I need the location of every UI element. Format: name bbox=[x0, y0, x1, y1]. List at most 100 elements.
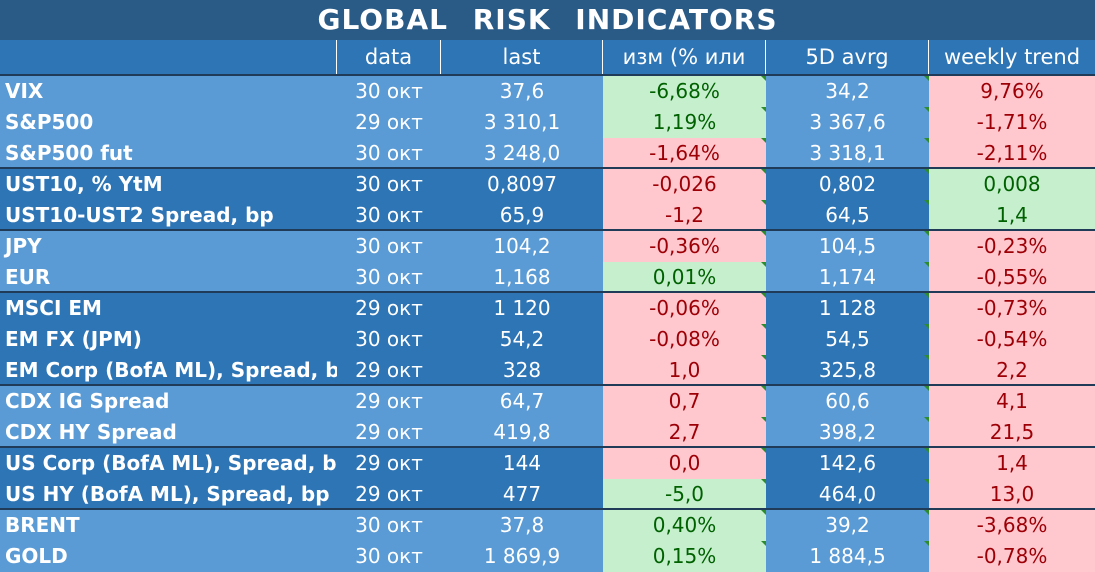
header-5d-avg: 5D avrg bbox=[766, 40, 929, 74]
comment-marker-icon bbox=[761, 448, 766, 453]
cell-5d-avg: 1 884,5 bbox=[766, 541, 929, 572]
cell-date: 29 окт bbox=[337, 355, 441, 386]
cell-date: 29 окт bbox=[337, 417, 441, 448]
table-row: VIX 30 окт 37,6 -6,68% 34,2 9,76% bbox=[0, 76, 1095, 107]
cell-change: 0,15% bbox=[603, 541, 766, 572]
group-separator bbox=[0, 508, 1095, 510]
table-row: EM Corp (BofA ML), Spread, bp 29 окт 328 1,… bbox=[0, 355, 1095, 386]
comment-marker-icon bbox=[761, 510, 766, 515]
table-row: US Corp (BofA ML), Spread, bp 29 окт 144 0,… bbox=[0, 448, 1095, 479]
comment-marker-icon bbox=[761, 231, 766, 236]
cell-weekly-trend: -2,11% bbox=[929, 138, 1095, 169]
comment-marker-icon bbox=[924, 231, 929, 236]
cell-name: UST10, % YtM bbox=[0, 169, 337, 200]
cell-5d-avg: 39,2 bbox=[766, 510, 929, 541]
table-row: GOLD 30 окт 1 869,9 0,15% 1 884,5 -0,78% bbox=[0, 541, 1095, 572]
cell-change: -1,2 bbox=[603, 200, 766, 231]
cell-name: S&P500 fut bbox=[0, 138, 337, 169]
table-row: EUR 30 окт 1,168 0,01% 1,174 -0,55% bbox=[0, 262, 1095, 293]
cell-name: GOLD bbox=[0, 541, 337, 572]
cell-weekly-trend: 13,0 bbox=[929, 479, 1095, 510]
cell-name: BRENT bbox=[0, 510, 337, 541]
cell-change: 0,0 bbox=[603, 448, 766, 479]
cell-last: 104,2 bbox=[441, 231, 603, 262]
cell-date: 29 окт bbox=[337, 293, 441, 324]
comment-marker-icon bbox=[924, 293, 929, 298]
cell-name: US Corp (BofA ML), Spread, bp bbox=[0, 448, 337, 479]
cell-name: MSCI EM bbox=[0, 293, 337, 324]
table-row: UST10-UST2 Spread, bp 30 окт 65,9 -1,2 64,5 1… bbox=[0, 200, 1095, 231]
cell-change: -0,36% bbox=[603, 231, 766, 262]
cell-change: 0,01% bbox=[603, 262, 766, 293]
header-last: last bbox=[441, 40, 603, 74]
group-separator bbox=[0, 291, 1095, 293]
cell-date: 30 окт bbox=[337, 324, 441, 355]
cell-weekly-trend: -0,23% bbox=[929, 231, 1095, 262]
cell-weekly-trend: 9,76% bbox=[929, 76, 1095, 107]
cell-weekly-trend: 21,5 bbox=[929, 417, 1095, 448]
group-separator bbox=[0, 446, 1095, 448]
table-row: CDX HY Spread 29 окт 419,8 2,7 398,2 21,5 bbox=[0, 417, 1095, 448]
cell-name: UST10-UST2 Spread, bp bbox=[0, 200, 337, 231]
cell-name: CDX HY Spread bbox=[0, 417, 337, 448]
table-row: CDX IG Spread 29 окт 64,7 0,7 60,6 4,1 bbox=[0, 386, 1095, 417]
cell-last: 144 bbox=[441, 448, 603, 479]
cell-change: 1,19% bbox=[603, 107, 766, 138]
cell-weekly-trend: -0,54% bbox=[929, 324, 1095, 355]
comment-marker-icon bbox=[761, 417, 766, 422]
cell-date: 30 окт bbox=[337, 231, 441, 262]
comment-marker-icon bbox=[924, 76, 929, 81]
cell-weekly-trend: -1,71% bbox=[929, 107, 1095, 138]
cell-name: JPY bbox=[0, 231, 337, 262]
cell-5d-avg: 464,0 bbox=[766, 479, 929, 510]
cell-weekly-trend: -0,78% bbox=[929, 541, 1095, 572]
table-row: BRENT 30 окт 37,8 0,40% 39,2 -3,68% bbox=[0, 510, 1095, 541]
cell-5d-avg: 3 367,6 bbox=[766, 107, 929, 138]
header-change: изм (% или бп) bbox=[603, 40, 766, 103]
cell-last: 477 bbox=[441, 479, 603, 510]
table-row: JPY 30 окт 104,2 -0,36% 104,5 -0,23% bbox=[0, 231, 1095, 262]
group-separator bbox=[0, 229, 1095, 231]
cell-date: 29 окт bbox=[337, 448, 441, 479]
comment-marker-icon bbox=[924, 541, 929, 546]
cell-weekly-trend: 1,4 bbox=[929, 200, 1095, 231]
comment-marker-icon bbox=[924, 324, 929, 329]
cell-last: 419,8 bbox=[441, 417, 603, 448]
header-date: data bbox=[337, 40, 441, 74]
cell-name: CDX IG Spread bbox=[0, 386, 337, 417]
cell-5d-avg: 398,2 bbox=[766, 417, 929, 448]
comment-marker-icon bbox=[924, 169, 929, 174]
header-weekly-trend: weekly trend bbox=[943, 45, 1081, 69]
cell-date: 30 окт bbox=[337, 510, 441, 541]
cell-5d-avg: 3 318,1 bbox=[766, 138, 929, 169]
cell-change: 1,0 bbox=[603, 355, 766, 386]
group-separator bbox=[0, 384, 1095, 386]
cell-5d-avg: 142,6 bbox=[766, 448, 929, 479]
comment-marker-icon bbox=[761, 541, 766, 546]
table-row: EM FX (JPM) 30 окт 54,2 -0,08% 54,5 -0,54% bbox=[0, 324, 1095, 355]
cell-date: 29 окт bbox=[337, 107, 441, 138]
cell-change: 0,7 bbox=[603, 386, 766, 417]
cell-last: 3 310,1 bbox=[441, 107, 603, 138]
cell-change: -5,0 bbox=[603, 479, 766, 510]
cell-name: EM Corp (BofA ML), Spread, bp bbox=[0, 355, 337, 386]
cell-last: 3 248,0 bbox=[441, 138, 603, 169]
comment-marker-icon bbox=[761, 76, 766, 81]
comment-marker-icon bbox=[761, 355, 766, 360]
comment-marker-icon bbox=[924, 200, 929, 205]
cell-5d-avg: 54,5 bbox=[766, 324, 929, 355]
cell-last: 54,2 bbox=[441, 324, 603, 355]
cell-change: -0,06% bbox=[603, 293, 766, 324]
comment-marker-icon bbox=[761, 293, 766, 298]
cell-date: 30 окт bbox=[337, 76, 441, 107]
comment-marker-icon bbox=[761, 200, 766, 205]
cell-5d-avg: 60,6 bbox=[766, 386, 929, 417]
table-row: S&P500 fut 30 окт 3 248,0 -1,64% 3 318,1 -2,1… bbox=[0, 138, 1095, 169]
cell-weekly-trend: -0,55% bbox=[929, 262, 1095, 293]
comment-marker-icon bbox=[924, 448, 929, 453]
table-row: US HY (BofA ML), Spread, bp 29 окт 477 -5,0… bbox=[0, 479, 1095, 510]
cell-date: 30 окт bbox=[337, 169, 441, 200]
comment-marker-icon bbox=[924, 417, 929, 422]
header-row: data last изм (% или бп) 5D avrg weekly … bbox=[0, 40, 1095, 103]
